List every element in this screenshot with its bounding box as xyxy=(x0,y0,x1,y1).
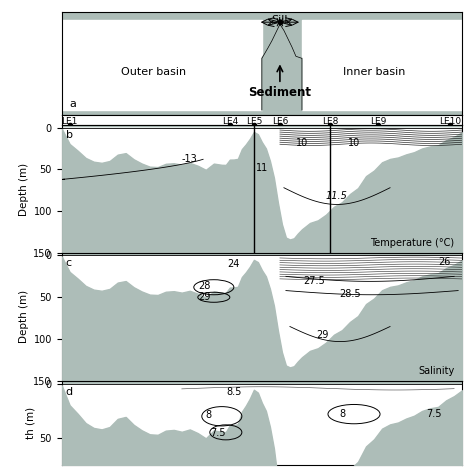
Text: 7.5: 7.5 xyxy=(426,409,442,419)
Text: 11: 11 xyxy=(256,163,268,173)
Text: 26: 26 xyxy=(438,257,450,267)
Text: LE8: LE8 xyxy=(322,117,338,126)
Text: 10: 10 xyxy=(296,137,308,147)
Text: LE1: LE1 xyxy=(62,117,78,126)
Text: 8.5: 8.5 xyxy=(226,387,242,397)
Text: 29: 29 xyxy=(198,292,210,302)
Text: a: a xyxy=(70,99,76,109)
Text: Temperature (°C): Temperature (°C) xyxy=(370,238,454,248)
Text: 11.5: 11.5 xyxy=(326,191,348,201)
Text: Outer basin: Outer basin xyxy=(121,67,186,77)
Text: 28: 28 xyxy=(198,282,210,292)
Text: 29: 29 xyxy=(316,330,328,340)
Text: 7.5: 7.5 xyxy=(210,428,225,438)
Y-axis label: Depth (m): Depth (m) xyxy=(19,291,29,344)
Text: 8: 8 xyxy=(206,410,212,420)
Text: Sill: Sill xyxy=(272,15,288,25)
Text: -13: -13 xyxy=(182,155,198,164)
Text: 10: 10 xyxy=(348,137,360,147)
Y-axis label: Depth (m): Depth (m) xyxy=(19,163,29,216)
Text: Sediment: Sediment xyxy=(248,86,311,99)
Text: d: d xyxy=(65,387,73,397)
Text: 8: 8 xyxy=(339,409,345,419)
Text: Salinity: Salinity xyxy=(418,366,454,376)
Text: LE5: LE5 xyxy=(246,117,262,126)
Polygon shape xyxy=(262,24,302,110)
Text: b: b xyxy=(65,130,73,140)
Text: 27.5: 27.5 xyxy=(303,275,325,285)
Text: LE10: LE10 xyxy=(439,117,461,126)
Text: 28.5: 28.5 xyxy=(339,289,361,299)
Text: LE9: LE9 xyxy=(370,117,386,126)
Text: LE6: LE6 xyxy=(272,117,288,126)
Text: Inner basin: Inner basin xyxy=(343,67,405,77)
Text: 24: 24 xyxy=(228,259,240,269)
Y-axis label: th (m): th (m) xyxy=(25,407,36,439)
Text: LE4: LE4 xyxy=(222,117,238,126)
Text: c: c xyxy=(65,258,72,268)
